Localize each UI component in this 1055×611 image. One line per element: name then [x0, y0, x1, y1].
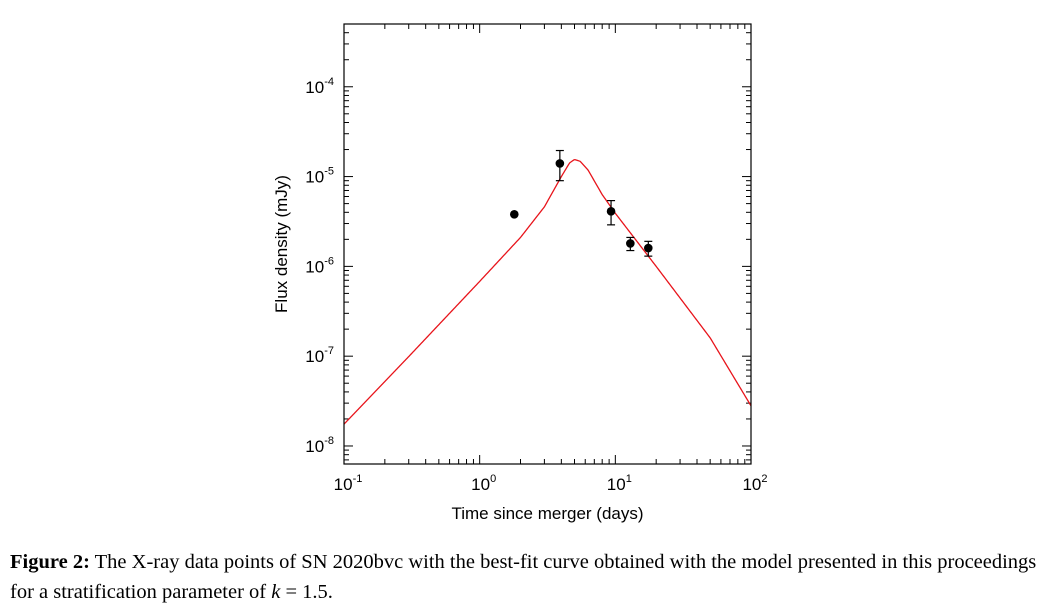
tick-base: 10 — [334, 475, 353, 494]
tick-base: 10 — [305, 257, 324, 276]
x-tick-label: 100 — [471, 473, 496, 494]
y-tick-label: 10-6 — [305, 255, 334, 276]
caption-text: The X-ray data points of SN 2020bvc with… — [10, 551, 1037, 603]
tick-exponent: -6 — [324, 255, 334, 267]
tick-base: 10 — [471, 475, 490, 494]
plot-frame — [343, 23, 752, 465]
data-point — [644, 243, 653, 253]
x-tick-label: 101 — [607, 473, 632, 494]
tick-base: 10 — [305, 347, 324, 366]
data-points — [509, 149, 653, 257]
y-tick-label: 10-7 — [305, 345, 334, 366]
tick-base: 10 — [742, 475, 761, 494]
tick-exponent: -1 — [353, 473, 363, 485]
y-tick-label: 10-8 — [305, 435, 334, 456]
tick-base: 10 — [305, 437, 324, 456]
figure-caption: Figure 2: The X-ray data points of SN 20… — [10, 547, 1050, 607]
y-tick-label: 10-4 — [305, 76, 334, 97]
tick-exponent: 0 — [490, 473, 496, 485]
y-tick-label: 10-5 — [305, 166, 334, 187]
x-tick-label: 10-1 — [334, 473, 363, 494]
caption-k-symbol: k — [271, 581, 281, 603]
tick-exponent: -8 — [324, 435, 334, 447]
tick-exponent: 2 — [761, 473, 767, 485]
model-curve — [343, 158, 752, 425]
x-tick-label: 102 — [742, 473, 767, 494]
data-point — [606, 207, 616, 216]
tick-exponent: -7 — [324, 345, 334, 357]
tick-exponent: -5 — [324, 166, 334, 178]
tick-base: 10 — [305, 78, 324, 97]
data-point — [509, 210, 519, 219]
data-point — [555, 159, 565, 168]
caption-label: Figure 2: — [10, 551, 90, 573]
tick-base: 10 — [305, 168, 324, 187]
caption-text-end: = 1.5. — [280, 581, 333, 603]
tick-base: 10 — [607, 475, 626, 494]
data-point — [626, 239, 635, 248]
axis-ticks — [343, 23, 752, 464]
tick-exponent: -4 — [324, 76, 334, 88]
y-axis-label: Flux density (mJy) — [272, 175, 291, 313]
tick-exponent: 1 — [626, 473, 632, 485]
x-axis-label: Time since merger (days) — [451, 504, 643, 523]
